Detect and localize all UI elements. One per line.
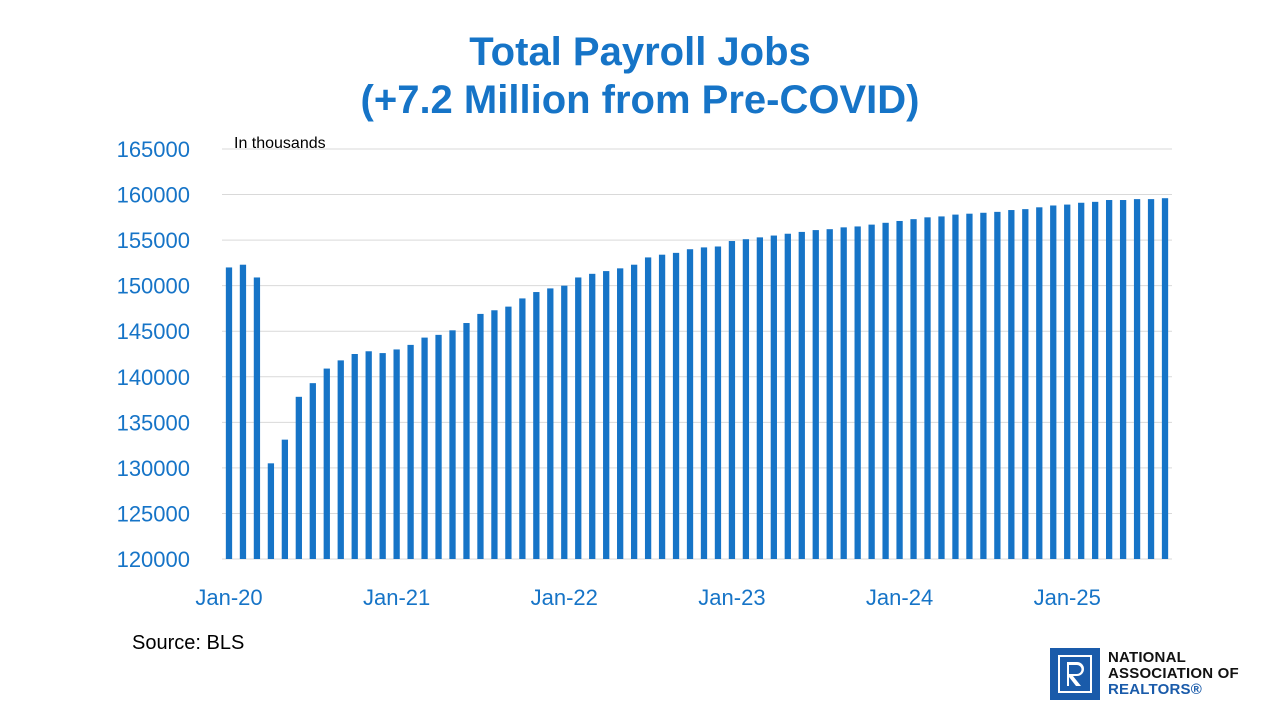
bar-mar-24 bbox=[924, 217, 931, 560]
realtor-r-logo-icon bbox=[1050, 648, 1100, 700]
x-tick-label: Jan-22 bbox=[531, 585, 598, 610]
bar-may-25 bbox=[1119, 200, 1127, 559]
bar-may-20 bbox=[281, 439, 289, 559]
bar-dec-21 bbox=[547, 288, 554, 559]
grid-lines bbox=[222, 148, 1172, 560]
bar-jun-20 bbox=[295, 396, 302, 559]
bar-aug-21 bbox=[491, 310, 498, 559]
bar-feb-22 bbox=[575, 277, 582, 559]
bar-jan-25 bbox=[1064, 204, 1071, 560]
bar-sep-22 bbox=[672, 252, 680, 559]
bar-nov-21 bbox=[533, 292, 540, 559]
y-tick-label: 160000 bbox=[117, 183, 190, 208]
bar-apr-24 bbox=[938, 216, 945, 559]
bar-jan-21 bbox=[393, 349, 400, 559]
bar-apr-25 bbox=[1105, 200, 1113, 559]
bar-dec-20 bbox=[379, 353, 386, 559]
x-tick-label: Jan-25 bbox=[1034, 585, 1101, 610]
bar-mar-23 bbox=[756, 237, 764, 559]
bar-jun-22 bbox=[630, 264, 638, 559]
bar-dec-24 bbox=[1050, 205, 1057, 559]
bar-sep-24 bbox=[1008, 210, 1015, 560]
bar-mar-21 bbox=[421, 337, 428, 559]
y-tick-label: 135000 bbox=[117, 410, 190, 435]
y-tick-label: 140000 bbox=[117, 365, 190, 390]
logo-text-line-1: NATIONAL bbox=[1108, 649, 1186, 666]
units-annotation: In thousands bbox=[234, 135, 326, 152]
bar-mar-20 bbox=[253, 277, 261, 559]
y-tick-label: 150000 bbox=[117, 274, 190, 299]
bar-dec-23 bbox=[882, 222, 889, 560]
bar-jan-24 bbox=[896, 220, 903, 559]
bar-oct-22 bbox=[686, 249, 694, 559]
bar-may-24 bbox=[952, 214, 959, 559]
bar-may-21 bbox=[449, 330, 456, 559]
bar-feb-25 bbox=[1078, 202, 1085, 559]
bar-jun-25 bbox=[1133, 199, 1141, 559]
bar-jun-21 bbox=[463, 323, 470, 559]
bar-feb-20 bbox=[239, 264, 247, 559]
bar-nov-24 bbox=[1036, 207, 1043, 560]
bar-sep-21 bbox=[505, 306, 512, 559]
bars bbox=[225, 198, 1169, 560]
bar-jun-23 bbox=[798, 231, 805, 559]
bar-nov-23 bbox=[868, 224, 875, 559]
y-tick-label: 130000 bbox=[117, 456, 190, 481]
y-tick-label: 120000 bbox=[117, 547, 190, 572]
bar-sep-20 bbox=[337, 360, 344, 559]
y-axis-tick-labels: 120000 125000 130000 135000 140000 145000 1500… bbox=[117, 137, 190, 572]
bar-jul-24 bbox=[980, 212, 987, 559]
bar-dec-22 bbox=[714, 246, 722, 559]
bar-nov-20 bbox=[365, 351, 372, 559]
bar-jul-21 bbox=[477, 313, 484, 559]
bar-feb-21 bbox=[407, 344, 414, 559]
bar-apr-20 bbox=[267, 463, 275, 559]
bar-jul-23 bbox=[812, 230, 819, 560]
bar-apr-23 bbox=[770, 235, 777, 560]
bar-apr-22 bbox=[603, 271, 610, 559]
chart-title-line-1: Total Payroll Jobs bbox=[469, 30, 811, 74]
chart-title-line-2: (+7.2 Million from Pre-COVID) bbox=[360, 78, 920, 122]
bar-jun-24 bbox=[966, 213, 973, 559]
bar-mar-25 bbox=[1092, 201, 1099, 559]
x-tick-label: Jan-21 bbox=[363, 585, 430, 610]
bar-aug-22 bbox=[658, 254, 666, 559]
bar-jul-20 bbox=[309, 383, 316, 559]
logo-text-line-3: REALTORS® bbox=[1108, 681, 1202, 698]
bar-oct-23 bbox=[854, 226, 861, 559]
y-tick-label: 145000 bbox=[117, 319, 190, 344]
nar-logo: NATIONAL ASSOCIATION OF REALTORS® bbox=[1050, 648, 1239, 700]
bar-feb-24 bbox=[910, 219, 917, 559]
bar-jul-22 bbox=[644, 257, 652, 559]
bar-jan-23 bbox=[728, 241, 736, 559]
chart-title: Total Payroll Jobs (+7.2 Million from Pr… bbox=[0, 28, 1280, 124]
x-tick-label: Jan-20 bbox=[195, 585, 262, 610]
x-tick-label: Jan-24 bbox=[866, 585, 933, 610]
bar-oct-24 bbox=[1022, 209, 1029, 559]
bar-nov-22 bbox=[700, 247, 708, 559]
bar-aug-20 bbox=[323, 368, 330, 559]
bar-mar-22 bbox=[589, 273, 596, 559]
y-tick-label: 155000 bbox=[117, 228, 190, 253]
source-note: Source: BLS bbox=[132, 632, 245, 654]
x-tick-label: Jan-23 bbox=[698, 585, 765, 610]
x-axis-tick-labels: Jan-20 Jan-21 Jan-22 Jan-23 Jan-24 Jan-25 bbox=[195, 585, 1101, 610]
bar-oct-21 bbox=[519, 298, 526, 559]
bar-may-23 bbox=[784, 233, 791, 559]
bar-may-22 bbox=[617, 268, 624, 559]
y-tick-label: 165000 bbox=[117, 137, 190, 162]
logo-text-line-2: ASSOCIATION OF bbox=[1108, 665, 1239, 682]
bar-aug-23 bbox=[826, 229, 833, 559]
bar-oct-20 bbox=[351, 354, 358, 559]
bar-aug-25 bbox=[1161, 198, 1169, 559]
bar-apr-21 bbox=[435, 334, 442, 559]
bar-jan-22 bbox=[561, 285, 568, 559]
bar-aug-24 bbox=[994, 211, 1001, 559]
bar-jul-25 bbox=[1147, 199, 1155, 559]
bar-sep-23 bbox=[840, 227, 847, 559]
bar-feb-23 bbox=[742, 239, 750, 559]
y-tick-label: 125000 bbox=[117, 501, 190, 526]
bar-jan-20 bbox=[225, 267, 233, 559]
